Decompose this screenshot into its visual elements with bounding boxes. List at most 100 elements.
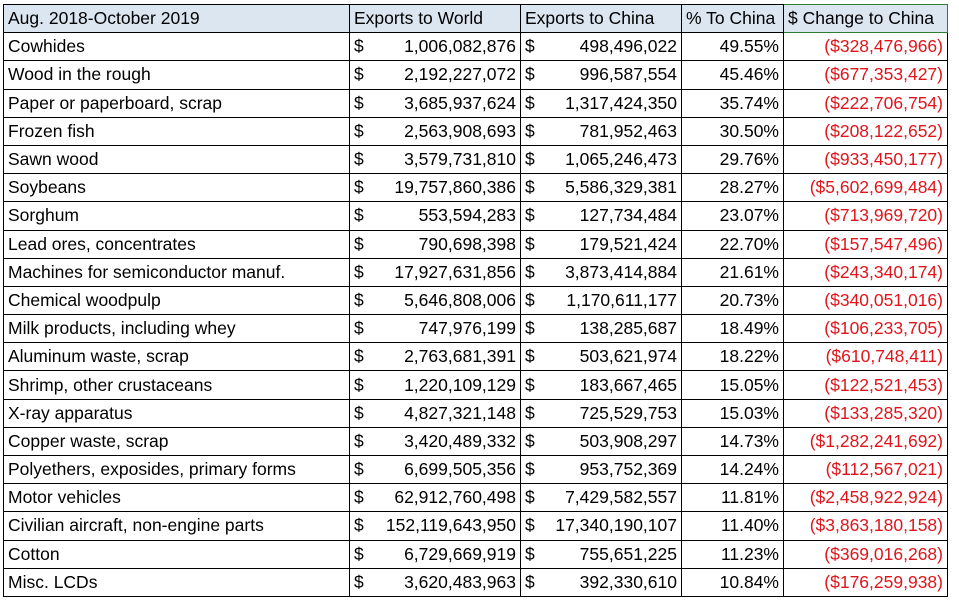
exports-china-cell[interactable]: $3,873,414,884 — [520, 257, 682, 287]
pct-to-china-cell[interactable]: 11.23% — [681, 539, 784, 569]
product-cell[interactable]: Cowhides — [3, 32, 350, 62]
exports-china-cell[interactable]: $183,667,465 — [520, 370, 682, 400]
product-cell[interactable]: Wood in the rough — [3, 60, 350, 90]
product-cell[interactable]: Machines for semiconductor manuf. — [3, 257, 350, 287]
exports-china-cell[interactable]: $138,285,687 — [520, 314, 682, 344]
pct-to-china-cell[interactable]: 14.73% — [681, 426, 784, 457]
change-to-china-cell[interactable]: ($677,353,427) — [783, 60, 948, 90]
exports-china-cell[interactable]: $498,496,022 — [520, 32, 682, 62]
exports-world-cell[interactable]: $553,594,283 — [349, 201, 521, 231]
exports-world-cell[interactable]: $3,685,937,624 — [349, 88, 521, 118]
exports-china-cell[interactable]: $725,529,753 — [520, 398, 682, 428]
change-to-china-cell[interactable]: ($2,458,922,924) — [783, 483, 948, 513]
product-cell[interactable]: Misc. LCDs — [3, 567, 350, 597]
exports-world-cell[interactable]: $2,563,908,693 — [349, 116, 521, 146]
exports-world-cell[interactable]: $6,699,505,356 — [349, 454, 521, 485]
product-cell[interactable]: Chemical woodpulp — [3, 285, 350, 316]
exports-world-cell[interactable]: $1,006,082,876 — [349, 32, 521, 62]
exports-world-cell[interactable]: $152,119,643,950 — [349, 511, 521, 541]
product-cell[interactable]: Soybeans — [3, 173, 350, 203]
change-to-china-cell[interactable]: ($1,282,241,692) — [783, 426, 948, 457]
header-exports-china[interactable]: Exports to China — [520, 3, 682, 34]
exports-world-cell[interactable]: $2,763,681,391 — [349, 342, 521, 372]
product-cell[interactable]: Sawn wood — [3, 144, 350, 175]
change-to-china-cell[interactable]: ($208,122,652) — [783, 116, 948, 146]
pct-to-china-cell[interactable]: 15.03% — [681, 398, 784, 428]
pct-to-china-cell[interactable]: 45.46% — [681, 60, 784, 90]
pct-to-china-cell[interactable]: 11.81% — [681, 483, 784, 513]
product-cell[interactable]: X-ray apparatus — [3, 398, 350, 428]
exports-china-cell[interactable]: $503,621,974 — [520, 342, 682, 372]
exports-china-cell[interactable]: $5,586,329,381 — [520, 173, 682, 203]
pct-to-china-cell[interactable]: 49.55% — [681, 32, 784, 62]
change-to-china-cell[interactable]: ($222,706,754) — [783, 88, 948, 118]
exports-world-cell[interactable]: $3,620,483,963 — [349, 567, 521, 597]
exports-china-cell[interactable]: $17,340,190,107 — [520, 511, 682, 541]
exports-china-cell[interactable]: $503,908,297 — [520, 426, 682, 457]
exports-world-cell[interactable]: $19,757,860,386 — [349, 173, 521, 203]
pct-to-china-cell[interactable]: 23.07% — [681, 201, 784, 231]
change-to-china-cell[interactable]: ($5,602,699,484) — [783, 173, 948, 203]
pct-to-china-cell[interactable]: 29.76% — [681, 144, 784, 175]
change-to-china-cell[interactable]: ($369,016,268) — [783, 539, 948, 569]
change-to-china-cell[interactable]: ($610,748,411) — [783, 342, 948, 372]
pct-to-china-cell[interactable]: 22.70% — [681, 229, 784, 259]
exports-world-cell[interactable]: $5,646,808,006 — [349, 285, 521, 316]
product-cell[interactable]: Motor vehicles — [3, 483, 350, 513]
exports-china-cell[interactable]: $127,734,484 — [520, 201, 682, 231]
exports-china-cell[interactable]: $179,521,424 — [520, 229, 682, 259]
product-cell[interactable]: Cotton — [3, 539, 350, 569]
exports-china-cell[interactable]: $781,952,463 — [520, 116, 682, 146]
exports-china-cell[interactable]: $7,429,582,557 — [520, 483, 682, 513]
pct-to-china-cell[interactable]: 14.24% — [681, 454, 784, 485]
header-period[interactable]: Aug. 2018-October 2019 — [3, 3, 350, 34]
pct-to-china-cell[interactable]: 20.73% — [681, 285, 784, 316]
pct-to-china-cell[interactable]: 35.74% — [681, 88, 784, 118]
header-exports-world[interactable]: Exports to World — [349, 3, 521, 34]
change-to-china-cell[interactable]: ($106,233,705) — [783, 314, 948, 344]
pct-to-china-cell[interactable]: 18.22% — [681, 342, 784, 372]
exports-china-cell[interactable]: $953,752,369 — [520, 454, 682, 485]
product-cell[interactable]: Civilian aircraft, non-engine parts — [3, 511, 350, 541]
exports-china-cell[interactable]: $755,651,225 — [520, 539, 682, 569]
product-cell[interactable]: Milk products, including whey — [3, 314, 350, 344]
pct-to-china-cell[interactable]: 28.27% — [681, 173, 784, 203]
exports-world-cell[interactable]: $747,976,199 — [349, 314, 521, 344]
product-cell[interactable]: Copper waste, scrap — [3, 426, 350, 457]
change-to-china-cell[interactable]: ($243,340,174) — [783, 257, 948, 287]
change-to-china-cell[interactable]: ($340,051,016) — [783, 285, 948, 316]
pct-to-china-cell[interactable]: 11.40% — [681, 511, 784, 541]
exports-china-cell[interactable]: $1,065,246,473 — [520, 144, 682, 175]
exports-china-cell[interactable]: $1,317,424,350 — [520, 88, 682, 118]
change-to-china-cell[interactable]: ($3,863,180,158) — [783, 511, 948, 541]
header-change-to-china[interactable]: $ Change to China — [783, 3, 948, 34]
exports-world-cell[interactable]: $3,420,489,332 — [349, 426, 521, 457]
change-to-china-cell[interactable]: ($176,259,938) — [783, 567, 948, 597]
pct-to-china-cell[interactable]: 21.61% — [681, 257, 784, 287]
pct-to-china-cell[interactable]: 10.84% — [681, 567, 784, 597]
product-cell[interactable]: Frozen fish — [3, 116, 350, 146]
exports-world-cell[interactable]: $17,927,631,856 — [349, 257, 521, 287]
change-to-china-cell[interactable]: ($933,450,177) — [783, 144, 948, 175]
change-to-china-cell[interactable]: ($157,547,496) — [783, 229, 948, 259]
exports-china-cell[interactable]: $996,587,554 — [520, 60, 682, 90]
exports-world-cell[interactable]: $2,192,227,072 — [349, 60, 521, 90]
change-to-china-cell[interactable]: ($122,521,453) — [783, 370, 948, 400]
pct-to-china-cell[interactable]: 15.05% — [681, 370, 784, 400]
product-cell[interactable]: Shrimp, other crustaceans — [3, 370, 350, 400]
exports-world-cell[interactable]: $1,220,109,129 — [349, 370, 521, 400]
change-to-china-cell[interactable]: ($328,476,966) — [783, 32, 948, 62]
exports-world-cell[interactable]: $3,579,731,810 — [349, 144, 521, 175]
product-cell[interactable]: Paper or paperboard, scrap — [3, 88, 350, 118]
exports-world-cell[interactable]: $790,698,398 — [349, 229, 521, 259]
change-to-china-cell[interactable]: ($112,567,021) — [783, 454, 948, 485]
pct-to-china-cell[interactable]: 30.50% — [681, 116, 784, 146]
exports-china-cell[interactable]: $392,330,610 — [520, 567, 682, 597]
product-cell[interactable]: Sorghum — [3, 201, 350, 231]
exports-china-cell[interactable]: $1,170,611,177 — [520, 285, 682, 316]
exports-world-cell[interactable]: $62,912,760,498 — [349, 483, 521, 513]
product-cell[interactable]: Polyethers, exposides, primary forms — [3, 454, 350, 485]
header-pct-to-china[interactable]: % To China — [681, 3, 784, 34]
product-cell[interactable]: Lead ores, concentrates — [3, 229, 350, 259]
exports-world-cell[interactable]: $6,729,669,919 — [349, 539, 521, 569]
